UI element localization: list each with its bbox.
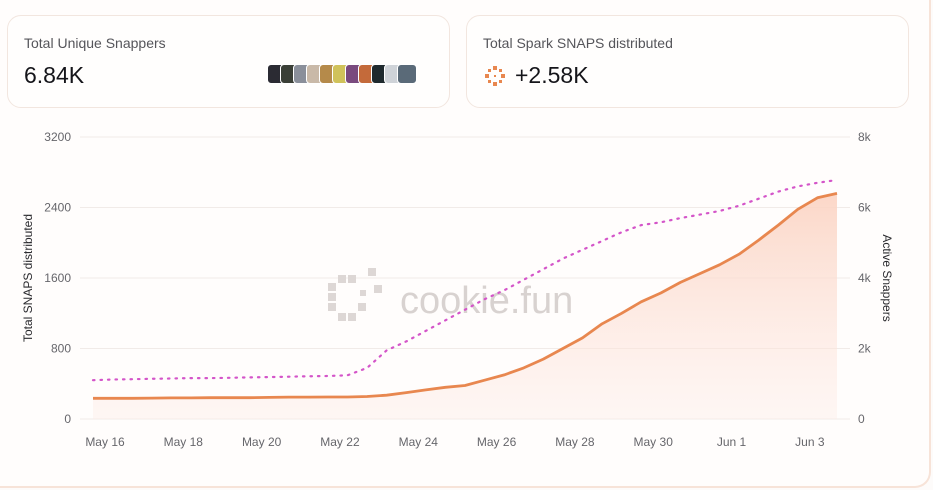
y-tick-label: 3200 — [44, 130, 71, 144]
snaps-line[interactable] — [93, 192, 838, 400]
x-tick-label: May 28 — [555, 435, 595, 449]
y-tick-label: 2400 — [44, 201, 71, 215]
snaps-card: Total Spark SNAPS distributed +2.58K — [466, 15, 909, 108]
avatar-stack[interactable] — [267, 64, 417, 86]
x-tick-label: May 18 — [164, 435, 204, 449]
y-axis-title: Total SNAPS distributed — [21, 214, 35, 342]
snappers-title: Total Unique Snappers — [24, 35, 166, 51]
avatar[interactable] — [397, 64, 417, 84]
watermark-logo — [328, 268, 382, 321]
x-axis: May 16 May 18 May 20 May 22 May 24 May 26 May … — [85, 435, 825, 449]
snappers-card: Total Unique Snappers 6.84K — [7, 15, 450, 108]
y-tick-label: 800 — [51, 342, 71, 356]
y2-axis-title: Active Snappers — [880, 234, 894, 321]
x-tick-label: May 22 — [320, 435, 360, 449]
active-snappers-line[interactable] — [91, 178, 839, 382]
y2-tick-label: 8k — [858, 130, 872, 144]
spark-icon — [485, 66, 505, 86]
y-tick-label: 0 — [64, 412, 71, 426]
snappers-value: 6.84K — [24, 62, 85, 88]
y2-tick-label: 6k — [858, 201, 872, 215]
snaps-value: +2.58K — [515, 62, 589, 88]
x-tick-label: Jun 1 — [717, 435, 747, 449]
x-tick-label: May 26 — [477, 435, 517, 449]
y2-tick-label: 0 — [858, 412, 865, 426]
x-tick-label: May 20 — [242, 435, 282, 449]
x-tick-label: May 24 — [399, 435, 439, 449]
y-tick-label: 1600 — [44, 271, 71, 285]
y2-tick-label: 2k — [858, 342, 872, 356]
y2-tick-label: 4k — [858, 271, 872, 285]
chart: cookie.fun 3200 2400 1600 800 0 8k 6k 4k 2k 0 Ma… — [21, 130, 894, 449]
snaps-area — [93, 193, 837, 419]
y-axis-right: 8k 6k 4k 2k 0 — [858, 130, 872, 426]
y-axis-left: 3200 2400 1600 800 0 — [44, 130, 71, 426]
x-tick-label: Jun 3 — [795, 435, 825, 449]
watermark-text: cookie.fun — [400, 280, 573, 322]
x-tick-label: May 30 — [634, 435, 674, 449]
snaps-title: Total Spark SNAPS distributed — [483, 35, 673, 51]
x-tick-label: May 16 — [85, 435, 125, 449]
